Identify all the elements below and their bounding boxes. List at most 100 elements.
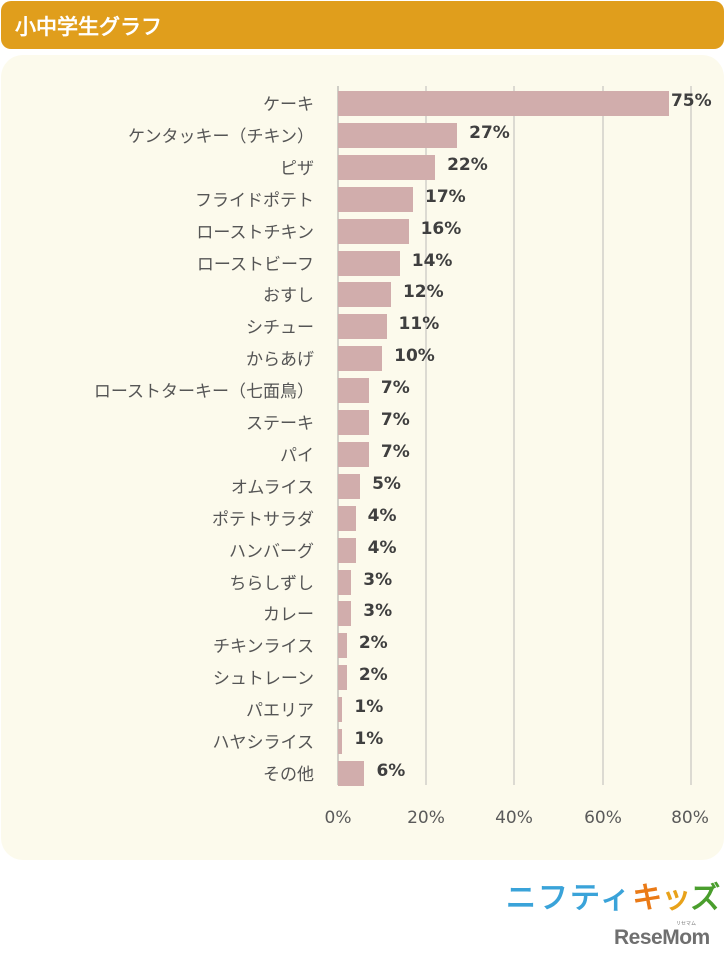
category-label: おすし (263, 286, 314, 307)
value-label: 11% (398, 314, 440, 335)
bar-row: カレー 3% (0, 598, 727, 630)
category-label: ステーキ (246, 414, 314, 434)
bar (338, 665, 347, 691)
bar-row: からあげ 10% (0, 343, 727, 375)
value-label: 7% (380, 410, 410, 430)
bar (338, 441, 369, 467)
bar-row: シュトレーン 2% (0, 662, 727, 694)
value-label: 4% (367, 505, 397, 526)
bar (338, 186, 413, 212)
value-label: 1% (354, 697, 384, 718)
x-tick-80: 80% (671, 808, 709, 828)
bar (338, 250, 400, 276)
value-label: 4% (367, 537, 397, 558)
bar (338, 218, 409, 244)
bar (338, 410, 369, 435)
bar-row: ステーキ 7% (0, 407, 727, 439)
category-label: ハヤシライス (212, 733, 315, 753)
x-tick-40: 40% (495, 808, 533, 828)
x-tick-0: 0% (324, 808, 352, 828)
bar (338, 569, 352, 595)
chart-header: 小中学生グラフ (1, 1, 724, 49)
kids-logo-text: キッズ (632, 881, 720, 916)
category-label: パエリア (246, 701, 314, 722)
category-label: ローストターキー（七面鳥） (93, 382, 314, 403)
resemom-ruby: リセマム (676, 921, 697, 927)
category-label: ちらしずし (229, 573, 314, 594)
gridline-40 (513, 86, 515, 785)
bar (338, 505, 356, 531)
value-label: 17% (425, 186, 466, 207)
value-label: 22% (447, 154, 488, 175)
category-label: オムライス (230, 477, 314, 498)
bar (338, 91, 669, 116)
bar (338, 346, 383, 372)
bar-row: ケーキ 75% (0, 88, 727, 120)
category-label: ローストチキン (196, 222, 314, 243)
bar-row: ケンタッキー（チキン） 27% (0, 120, 727, 152)
bar-row: その他 6% (0, 758, 727, 790)
bar-row: ちらしずし 3% (0, 567, 727, 599)
value-label: 12% (402, 282, 444, 303)
bar-row: ローストチキン 16% (0, 216, 727, 248)
value-label: 5% (372, 473, 401, 494)
bar (338, 633, 347, 659)
bar (338, 601, 352, 627)
value-label: 2% (358, 665, 388, 686)
bar (338, 378, 369, 404)
value-label: 3% (363, 569, 393, 590)
value-label: 14% (411, 250, 453, 271)
bar (338, 537, 356, 563)
category-label: からあげ (246, 350, 314, 371)
category-label: ケンタッキー（チキン） (128, 126, 314, 147)
value-label: 27% (469, 122, 510, 143)
bar-row: チキンライス 2% (0, 630, 727, 662)
bar-row: ポテトサラダ 4% (0, 503, 727, 535)
bar (338, 282, 391, 308)
bar-row: ハヤシライス 1% (0, 726, 727, 758)
category-label: パイ (280, 445, 314, 466)
category-label: カレー (263, 605, 314, 626)
gridline-60 (602, 86, 604, 785)
bar (338, 697, 343, 723)
value-label: 1% (354, 729, 384, 749)
chart-title: 小中学生グラフ (15, 15, 162, 39)
bar (338, 473, 361, 499)
category-label: その他 (263, 764, 314, 785)
value-label: 3% (363, 601, 393, 622)
bar (338, 122, 458, 148)
category-label: ピザ (280, 158, 314, 179)
bar-row: パエリア 1% (0, 694, 727, 726)
bar-row: フライドポテト 17% (0, 184, 727, 216)
nifty-kids-logo: ニフティキッズ (506, 873, 720, 917)
category-label: チキンライス (213, 637, 314, 658)
value-label: 10% (394, 346, 435, 367)
value-label: 6% (376, 760, 406, 781)
bar-row: ハンバーグ 4% (0, 535, 727, 567)
value-label: 2% (358, 633, 388, 654)
resemom-logo: ReseMom (614, 926, 710, 949)
value-label: 7% (380, 441, 410, 462)
x-tick-60: 60% (584, 808, 622, 828)
category-label: フライドポテト (195, 190, 314, 211)
category-label: ローストビーフ (196, 254, 314, 275)
bar-row: ローストビーフ 14% (0, 248, 727, 280)
bar-row: ローストターキー（七面鳥） 7% (0, 375, 727, 407)
nifty-logo-text: ニフティ (506, 881, 633, 916)
category-label: シュトレーン (212, 669, 314, 690)
value-label: 16% (420, 218, 462, 239)
category-label: ポテトサラダ (212, 509, 314, 530)
category-label: ケーキ (263, 95, 314, 115)
bar (338, 314, 387, 340)
y-axis-line (337, 86, 339, 785)
value-label: 7% (380, 378, 410, 399)
category-label: シチュー (246, 318, 314, 339)
x-tick-20: 20% (407, 808, 445, 828)
bar (338, 154, 436, 180)
gridline-20 (425, 86, 427, 785)
bar-row: オムライス 5% (0, 471, 727, 503)
bar (338, 729, 343, 754)
bar-row: パイ 7% (0, 439, 727, 471)
bar (338, 760, 365, 786)
